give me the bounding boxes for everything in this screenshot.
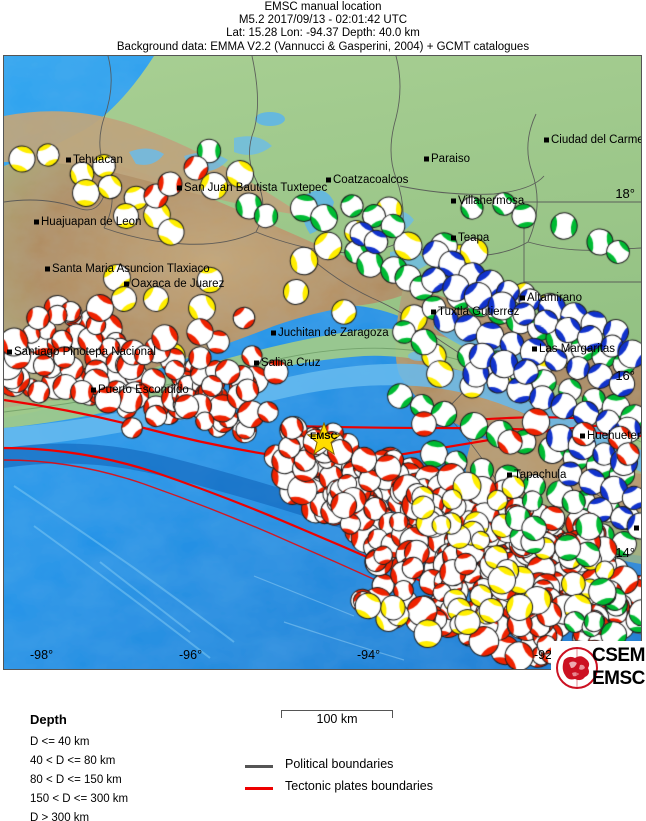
latitude-tick-label: 14° bbox=[615, 545, 635, 560]
city-name: Teapa bbox=[458, 232, 490, 244]
header-line-title: EMSC manual location bbox=[264, 1, 382, 13]
city-name: Puerto Escondido bbox=[98, 384, 189, 396]
city-marker-icon bbox=[326, 177, 331, 183]
latitude-tick-label: 16° bbox=[615, 368, 635, 383]
city-marker-icon bbox=[254, 360, 259, 366]
depth-legend-item: D > 300 km bbox=[30, 812, 90, 821]
star-icon bbox=[307, 422, 341, 456]
tectonic-boundary-swatch bbox=[245, 787, 273, 790]
city-name: Santa Maria Asuncion Tlaxiaco bbox=[52, 263, 210, 275]
logo-line-csem: CSEM bbox=[592, 645, 645, 666]
city-marker-icon bbox=[66, 157, 71, 163]
header-line-background-data: Background data: EMMA V2.2 (Vannucci & G… bbox=[116, 40, 530, 53]
csem-emsc-logo: CSEM EMSC bbox=[551, 641, 645, 695]
city-name: Salina Cruz bbox=[261, 357, 321, 369]
political-boundary-swatch bbox=[245, 765, 273, 768]
epicenter-label: EMSC bbox=[310, 431, 338, 442]
beachball-layer bbox=[4, 56, 641, 669]
city-marker-icon bbox=[7, 349, 12, 355]
longitude-tick-label: -94° bbox=[357, 648, 381, 662]
city-marker-icon bbox=[520, 295, 525, 301]
political-boundary-label: Political boundaries bbox=[285, 757, 394, 771]
city-name: Paraiso bbox=[431, 153, 470, 165]
city-name: Tuxtla Gutierrez bbox=[438, 306, 520, 318]
city-marker-icon bbox=[177, 185, 182, 191]
city-marker-icon bbox=[451, 235, 456, 241]
logo-line-emsc: EMSC bbox=[592, 668, 645, 689]
logo-text: CSEM EMSC bbox=[592, 644, 645, 690]
city-name: Coatzacoalcos bbox=[333, 174, 409, 186]
city-name: E bbox=[641, 522, 642, 534]
depth-legend: Depth D <= 40 km 40 < D <= 80 km 80 < D … bbox=[30, 712, 128, 821]
header-line-coordinates-depth: Lat: 15.28 Lon: -94.37 Depth: 40.0 km bbox=[226, 27, 420, 40]
city-marker-icon bbox=[45, 266, 50, 272]
city-name: Villahermosa bbox=[458, 195, 525, 207]
city-marker-icon bbox=[271, 330, 276, 336]
city-marker-icon bbox=[451, 198, 456, 204]
depth-legend-item: 80 < D <= 150 km bbox=[30, 774, 122, 786]
city-name: Las Margaritas bbox=[539, 343, 616, 355]
city-marker-icon bbox=[580, 433, 585, 439]
city-name: Huajuapan de Leon bbox=[41, 216, 142, 228]
depth-legend-item: 40 < D <= 80 km bbox=[30, 755, 116, 767]
city-marker-icon bbox=[424, 156, 429, 162]
map-frame[interactable]: EMSC Tehuacan Huajuapan de Leon Santa Mari… bbox=[3, 55, 642, 670]
longitude-tick-label: -96° bbox=[179, 648, 203, 662]
city-marker-icon bbox=[431, 309, 436, 315]
depth-legend-item: 150 < D <= 300 km bbox=[30, 793, 129, 805]
city-name: Huehuetenango bbox=[587, 430, 642, 442]
city-name: Altamirano bbox=[527, 292, 582, 304]
city-name: Santiago Pinotepa Nacional bbox=[14, 346, 156, 358]
city-name: Juchitan de Zaragoza bbox=[278, 327, 389, 339]
city-name: Tapachula bbox=[514, 469, 567, 481]
city-name: San Juan Bautista Tuxtepec bbox=[184, 182, 328, 194]
epicenter-marker[interactable]: EMSC bbox=[307, 422, 341, 456]
city-marker-icon bbox=[634, 525, 639, 531]
city-marker-icon bbox=[124, 281, 129, 287]
city-name: Ciudad del Carmen bbox=[551, 134, 642, 146]
city-marker-icon bbox=[507, 472, 512, 478]
tectonic-boundary-label: Tectonic plates boundaries bbox=[285, 779, 434, 793]
longitude-tick-label: -98° bbox=[30, 648, 54, 662]
latitude-tick-label: 18° bbox=[615, 186, 635, 201]
city-name: Oaxaca de Juarez bbox=[131, 278, 225, 290]
depth-legend-title: Depth bbox=[30, 712, 67, 727]
header-line-magnitude-time: M5.2 2017/09/13 - 02:01:42 UTC bbox=[238, 14, 408, 27]
depth-legend-item: D <= 40 km bbox=[30, 736, 90, 748]
legend: Depth D <= 40 km 40 < D <= 80 km 80 < D … bbox=[0, 670, 646, 821]
header: EMSC manual location M5.2 2017/09/13 - 0… bbox=[0, 0, 646, 55]
scale-bar-label: 100 km bbox=[316, 712, 358, 726]
city-marker-icon bbox=[91, 387, 96, 393]
city-marker-icon bbox=[34, 219, 39, 225]
city-marker-icon bbox=[532, 346, 537, 352]
city-marker-icon bbox=[544, 137, 549, 143]
city-name: Tehuacan bbox=[73, 154, 123, 166]
globe-icon bbox=[556, 647, 598, 689]
scale-bar-bracket bbox=[281, 710, 393, 718]
